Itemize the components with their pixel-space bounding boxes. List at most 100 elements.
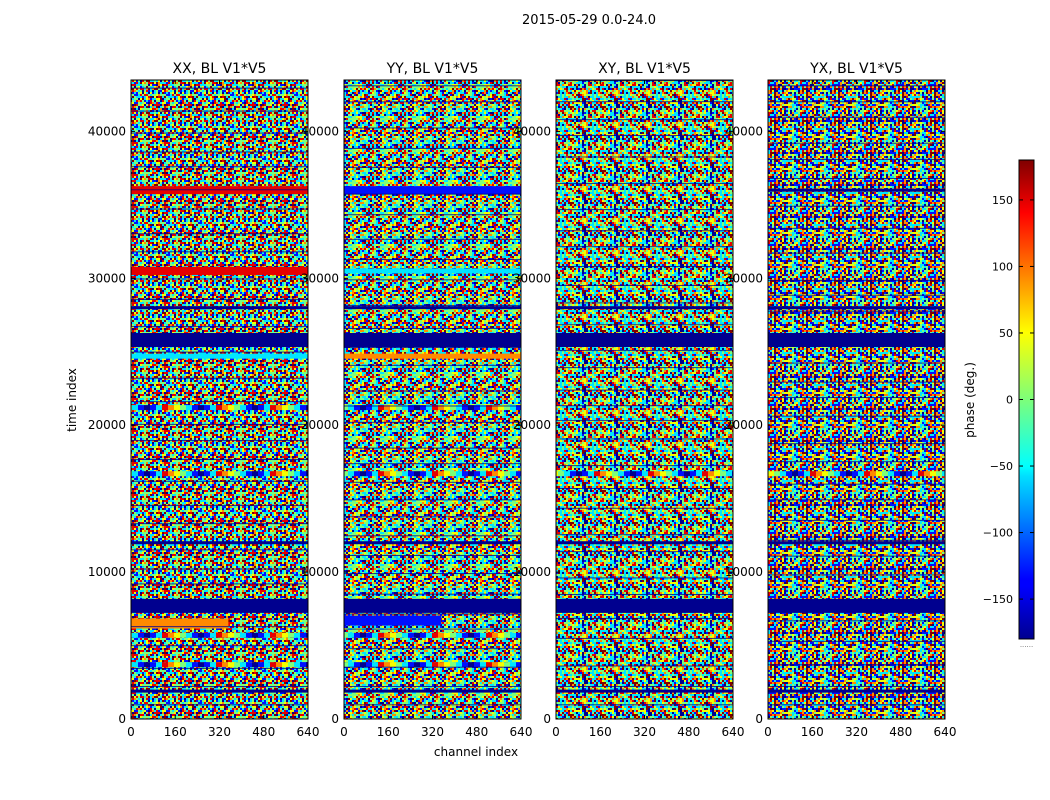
heatmap-image [768,80,945,719]
data-gap-line [556,284,733,286]
panel-title: YX, BL V1*V5 [809,61,903,77]
data-gap-line [131,504,308,506]
data-gap-line [768,600,945,602]
x-tick-label: 640 [510,725,533,739]
heatmap-band [768,188,945,192]
y-tick-label: 40000 [513,124,551,138]
data-gap-line [344,463,521,465]
heatmap-band [131,689,308,693]
data-gap-line [556,617,733,619]
data-gap-line [556,265,733,267]
x-tick-label: 0 [764,725,772,739]
heatmap-band [131,662,308,668]
y-axis-label: time index [65,368,79,432]
data-gap-line [131,298,308,300]
data-gap-line [131,523,308,525]
x-tick-label: 0 [552,725,560,739]
panels-group: XX, BL V1*V5 0 160 320 480 640 0 10000 20000 3000… [88,61,957,739]
data-gap-line [768,227,945,229]
data-gap-line [131,251,308,253]
data-gap-line [768,362,945,364]
data-gap-line [768,205,945,207]
data-gap-line [556,389,733,391]
heatmap-band [344,471,521,477]
colorbar-tick-label: −150 [983,593,1013,606]
data-gap-line [768,310,945,312]
data-gap-line [131,401,308,403]
data-gap-line [556,577,733,579]
x-tick-label: 480 [889,725,912,739]
data-gap-line [131,166,308,168]
y-tick-label: 20000 [301,418,339,432]
y-tick-label: 20000 [513,418,551,432]
heatmap-band [131,618,229,629]
x-tick-label: 160 [589,725,612,739]
data-gap-line [131,87,308,89]
heatmap-band [768,598,945,613]
data-gap-line [131,278,308,280]
colorbar: 150 100 50 0 −50 −100 −150 phase (deg.)...... [963,159,1035,649]
data-gap-line [131,686,308,688]
data-gap-line [131,549,308,551]
data-gap-line [344,421,521,423]
data-gap-line [768,252,945,254]
data-gap-line [131,132,308,134]
panel-3: XY, BL V1*V5 0 160 320 480 640 0 10000 20000 3000… [513,61,745,739]
y-tick-label: 10000 [725,565,763,579]
data-gap-line [344,238,521,240]
data-gap-line [344,304,521,306]
y-tick-label: 0 [331,712,339,726]
x-tick-label: 320 [633,725,656,739]
heatmap-band [344,689,521,693]
panel-2: YY, BL V1*V5 0 160 320 480 640 0 10000 20000 3000… [301,61,533,739]
data-gap-line [344,346,521,348]
data-gap-line [768,101,945,103]
heatmap-band [344,333,521,348]
colorbar-footer: ...... [1020,641,1033,649]
heatmap-band [344,186,521,195]
data-gap-line [556,438,733,440]
y-tick-label: 40000 [301,124,339,138]
x-axis-label: channel index [434,745,518,759]
data-gap-line [131,151,308,153]
colorbar-tick-label: −100 [983,527,1013,540]
data-gap-line [556,405,733,407]
data-gap-line [768,294,945,296]
data-gap-line [344,499,521,501]
data-gap-line [131,189,308,191]
data-gap-line [344,535,521,537]
data-gap-line [768,443,945,445]
x-tick-label: 160 [801,725,824,739]
heatmap-band [768,689,945,693]
x-tick-label: 640 [722,725,745,739]
panel-title: XY, BL V1*V5 [598,61,691,77]
data-gap-line [556,119,733,121]
x-tick-label: 320 [421,725,444,739]
data-gap-line [768,381,945,383]
heatmap-band [344,615,442,626]
heatmap-band [556,306,733,310]
data-gap-line [768,461,945,463]
data-gap-line [768,158,945,160]
data-gap-line [131,645,308,647]
data-gap-line [556,324,733,326]
data-gap-line [344,666,521,668]
data-gap-line [344,327,521,329]
data-gap-line [768,85,945,87]
data-gap-line [344,85,521,87]
data-gap-line [556,593,733,595]
y-tick-label: 0 [118,712,126,726]
data-gap-line [768,704,945,706]
data-gap-line [344,481,521,483]
data-gap-line [556,420,733,422]
colorbar-label: phase (deg.) [963,362,977,438]
data-gap-line [768,279,945,281]
data-gap-line [344,573,521,575]
panel-4: YX, BL V1*V5 0 160 320 480 640 0 10000 20000 3000… [725,61,957,739]
heatmap-band [344,306,521,310]
heatmap-band [768,306,945,310]
data-gap-line [344,613,521,615]
data-gap-line [344,214,521,216]
y-tick-label: 0 [543,712,551,726]
